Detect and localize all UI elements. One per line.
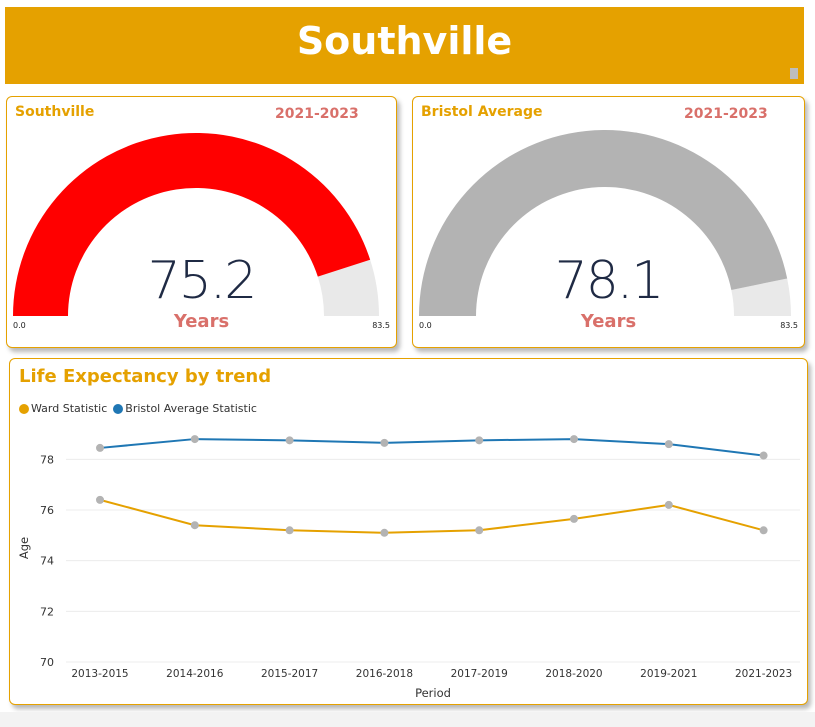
chart-title: Life Expectancy by trend [19, 366, 272, 387]
trend-chart-card: 70 72 74 76 78 2013-2015 2014-2016 2015-2017 201… [9, 358, 808, 705]
gauge-period: 2021-2023 [275, 106, 359, 122]
data-point [190, 435, 199, 444]
gauge-card-southville: Southville 2021-2023 75.2 Years 0.0 83.5 [6, 96, 397, 348]
x-tick-label: 2016-2018 [356, 668, 413, 680]
y-tick-label: 76 [40, 504, 54, 517]
x-tick-label: 2015-2017 [261, 668, 318, 680]
gauge-min-label: 0.0 [419, 321, 432, 330]
legend-item-bristol[interactable]: Bristol Average Statistic [113, 402, 257, 415]
legend-item-ward[interactable]: Ward Statistic [19, 402, 107, 415]
x-tick-label: 2019-2021 [640, 668, 697, 680]
data-point [96, 443, 104, 452]
y-tick-label: 72 [40, 605, 54, 618]
gauge-value: 75.2 [147, 251, 258, 311]
y-tick-label: 70 [40, 656, 54, 669]
x-tick-label: 2014-2016 [166, 668, 224, 680]
y-axis-label: Age [17, 537, 31, 559]
gauge-fill [13, 133, 371, 316]
gauge-card-bristol-average: Bristol Average 2021-2023 78.1 Years 0.0… [412, 96, 805, 348]
data-point [285, 436, 294, 445]
x-tick-label: 2021-2023 [735, 668, 792, 680]
data-point [285, 526, 294, 535]
gauge-max-label: 83.5 [372, 321, 390, 330]
data-point [475, 526, 484, 535]
x-tick-label: 2018-2020 [545, 668, 602, 680]
bottom-strip [0, 712, 815, 727]
data-point [759, 451, 768, 460]
data-point [759, 526, 768, 535]
page-title: Southville [296, 19, 513, 63]
gauge-period: 2021-2023 [684, 106, 768, 122]
gauge-min-label: 0.0 [13, 321, 26, 330]
x-tick-label: 2013-2015 [71, 668, 128, 680]
data-point [380, 438, 389, 447]
y-tick-label: 78 [40, 453, 54, 466]
gauge-track [731, 278, 791, 316]
series-line-1 [99, 438, 764, 457]
gauge-unit: Years [173, 311, 230, 332]
legend-dot-icon [113, 403, 124, 414]
data-point [380, 528, 389, 537]
chart-legend: Ward Statistic Bristol Average Statistic [19, 402, 263, 415]
gauge-track [317, 259, 379, 316]
gauge-value: 78.1 [554, 251, 665, 311]
data-point [475, 436, 484, 445]
resize-handle-icon[interactable] [790, 68, 798, 79]
data-point [96, 495, 104, 504]
gauge-title: Bristol Average [421, 104, 543, 120]
gauge-unit: Years [580, 311, 637, 332]
title-banner: Southville [5, 7, 804, 84]
line-chart: 70 72 74 76 78 2013-2015 2014-2016 2015-2017 201… [17, 435, 800, 700]
x-tick-label: 2017-2019 [451, 668, 508, 680]
legend-label: Bristol Average Statistic [125, 402, 257, 415]
gauge-fill [419, 129, 788, 316]
data-point [570, 435, 578, 444]
gauge-chart [419, 129, 791, 316]
gauge-title: Southville [15, 104, 95, 120]
gauge-max-label: 83.5 [780, 321, 798, 330]
x-axis-label: Period [415, 686, 451, 700]
legend-dot-icon [19, 403, 29, 414]
data-point [570, 514, 578, 523]
series-line-0 [99, 498, 764, 534]
legend-label: Ward Statistic [31, 402, 108, 415]
data-point [664, 500, 673, 509]
gauge-chart [13, 133, 379, 316]
y-tick-label: 74 [40, 555, 54, 568]
data-point [664, 440, 673, 449]
data-point [190, 521, 199, 530]
